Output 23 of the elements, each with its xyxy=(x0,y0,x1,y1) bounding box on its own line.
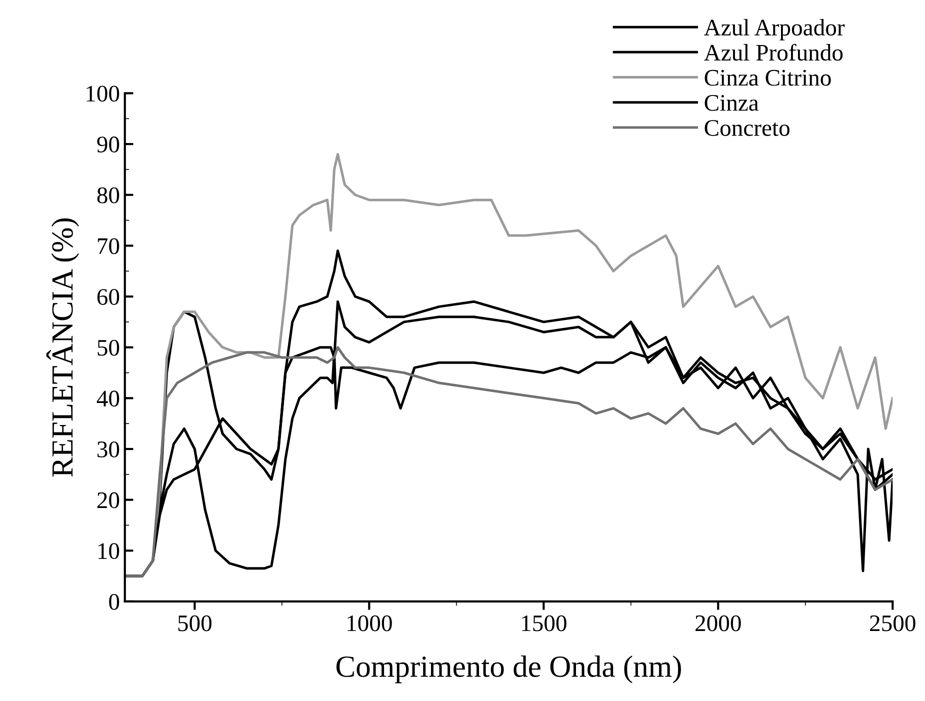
x-tick-label: 2500 xyxy=(870,615,916,632)
y-tick-label: 80 xyxy=(97,187,120,204)
y-tick-label: 40 xyxy=(96,390,120,407)
y-tick-label: 0 xyxy=(109,594,120,610)
y-tick-label: 20 xyxy=(97,492,120,508)
x-tick-label: 500 xyxy=(178,615,212,632)
legend-label: Azul Profundo xyxy=(704,44,843,61)
x-tick-label: 2000 xyxy=(696,615,741,632)
y-axis-title: REFLETÂNCIA (%) xyxy=(46,218,80,477)
y-tick-label: 30 xyxy=(98,441,120,458)
x-tick-label: 1500 xyxy=(522,615,566,632)
y-tick-label: 50 xyxy=(98,340,120,356)
y-tick-label: 60 xyxy=(97,289,120,305)
y-tick-label: 10 xyxy=(98,543,120,560)
x-axis-title: Comprimento de Onda (nm) xyxy=(336,656,681,684)
legend-label: Cinza xyxy=(704,95,759,111)
legend-label: Concreto xyxy=(704,120,790,136)
x-tick-label: 1000 xyxy=(348,615,392,632)
y-tick-label: 70 xyxy=(98,238,120,254)
y-tick-label: 90 xyxy=(97,136,120,152)
legend-label: Azul Arpoador xyxy=(704,18,845,40)
legend-label: Cinza Citrino xyxy=(704,70,831,86)
y-tick-label: 100 xyxy=(86,86,120,102)
